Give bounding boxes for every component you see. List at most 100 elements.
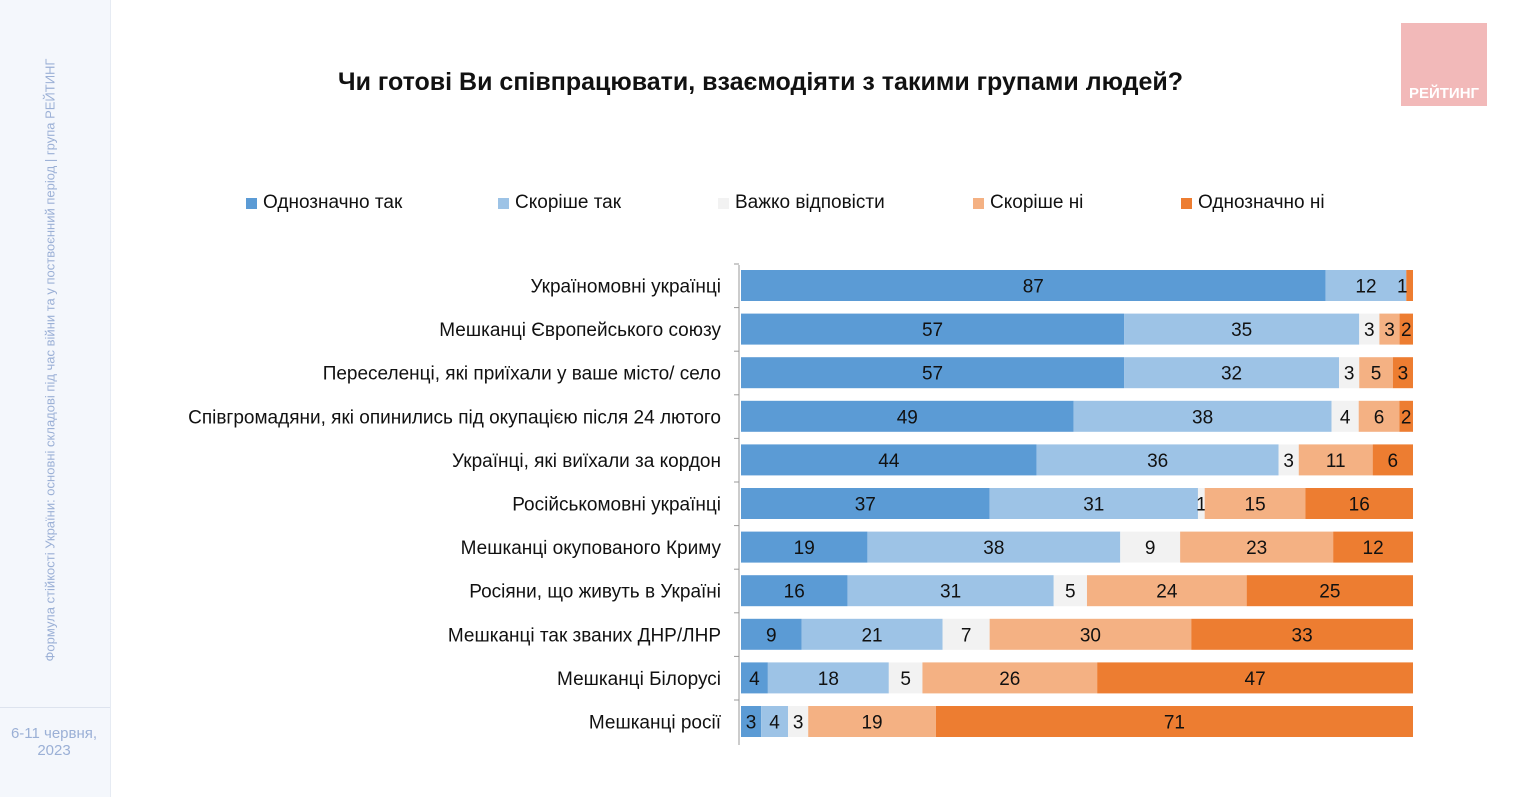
- bar-segment: [1278, 444, 1299, 476]
- data-label: 38: [983, 538, 1004, 559]
- bar-segment: [1124, 357, 1340, 389]
- category-label: Мешканці Білорусі: [557, 669, 721, 690]
- category-label: Мешканці так званих ДНР/ЛНР: [448, 625, 721, 646]
- bar-segment: [741, 357, 1125, 389]
- data-label: 6: [1374, 407, 1385, 428]
- data-label: 57: [922, 320, 943, 341]
- data-label: 5: [1065, 582, 1076, 603]
- data-label: 1: [1397, 277, 1408, 298]
- data-label: 9: [766, 625, 777, 646]
- data-label: 6: [1388, 451, 1399, 472]
- data-label: 57: [922, 364, 943, 385]
- data-label: 47: [1245, 669, 1266, 690]
- data-label: 15: [1245, 495, 1266, 516]
- data-label: 4: [749, 669, 760, 690]
- bar-segment: [1036, 444, 1279, 476]
- bar-segment: [1325, 270, 1407, 301]
- bar-segment: [741, 488, 990, 519]
- bar-segment: [1358, 400, 1400, 432]
- data-label: 24: [1156, 582, 1178, 603]
- bar-segment: [808, 706, 936, 737]
- logo: РЕЙТИНГ: [1401, 23, 1487, 106]
- survey-date: 6-11 червня, 2023: [10, 725, 98, 759]
- data-label: 36: [1147, 451, 1168, 472]
- sidebar: Формула стійкості України: основні склад…: [0, 0, 111, 797]
- legend-label: Однозначно так: [263, 192, 403, 213]
- legend-item: Скоріше так: [498, 192, 621, 214]
- data-label: 19: [861, 713, 882, 734]
- legend-label: Важко відповісти: [735, 192, 885, 213]
- legend-item: Важко відповісти: [718, 192, 885, 214]
- bar-segment: [1097, 662, 1413, 694]
- data-label: 1: [1196, 495, 1207, 516]
- bar-segment: [1298, 444, 1373, 476]
- data-label: 71: [1164, 713, 1185, 734]
- data-label: 4: [1340, 407, 1351, 428]
- bar-segment: [989, 618, 1192, 650]
- data-label: 35: [1231, 320, 1252, 341]
- bar-segment: [1379, 313, 1400, 345]
- bar-segment: [741, 618, 802, 650]
- data-label: 5: [1371, 364, 1382, 385]
- bar-segment: [1331, 400, 1359, 432]
- data-label: 18: [818, 669, 839, 690]
- data-label: 33: [1292, 625, 1313, 646]
- bar-segment: [1333, 531, 1413, 563]
- data-label: 16: [784, 582, 805, 603]
- bar-segment: [741, 531, 868, 563]
- bar-segment: [741, 444, 1037, 476]
- bar-segment: [1406, 270, 1413, 301]
- bar-segment: [847, 575, 1054, 607]
- bar-segment: [741, 575, 848, 607]
- data-label: 26: [999, 669, 1020, 690]
- data-label: 23: [1246, 538, 1267, 559]
- bar-segment: [767, 662, 889, 694]
- legend-item: Скоріше ні: [973, 192, 1083, 214]
- bar-segment: [1124, 313, 1360, 345]
- data-label: 31: [940, 582, 961, 603]
- bar-segment: [1392, 357, 1413, 389]
- data-label: 30: [1080, 625, 1101, 646]
- category-label: Росіяни, що живуть в Україні: [469, 582, 721, 603]
- bar-segment: [1359, 313, 1380, 345]
- data-label: 19: [794, 538, 815, 559]
- data-label: 21: [861, 625, 882, 646]
- category-label: Мешканці Європейського союзу: [439, 320, 721, 341]
- divider: [0, 707, 110, 708]
- bar-segment: [1359, 357, 1393, 389]
- bar-segment: [989, 488, 1198, 519]
- data-label: 12: [1363, 538, 1384, 559]
- data-label: 38: [1192, 407, 1213, 428]
- bar-segment: [942, 618, 990, 650]
- legend-label: Скоріше так: [515, 192, 622, 213]
- bar-segment: [1339, 357, 1360, 389]
- legend-label: Однозначно ні: [1198, 192, 1325, 213]
- data-label: 3: [1344, 364, 1355, 385]
- bar-segment: [1180, 531, 1334, 563]
- data-label: 25: [1319, 582, 1340, 603]
- bar-segment: [741, 400, 1074, 432]
- bar-segment: [922, 662, 1098, 694]
- category-label: Російськомовні українці: [512, 495, 721, 516]
- legend-swatch: [246, 197, 257, 209]
- category-label: Українці, які виїхали за кордон: [452, 451, 721, 472]
- data-label: 3: [1364, 320, 1375, 341]
- bar-segment: [1086, 575, 1247, 607]
- legend-swatch: [718, 197, 729, 209]
- data-label: 16: [1349, 495, 1370, 516]
- chart-title: Чи готові Ви співпрацювати, взаємодіяти …: [338, 68, 1184, 96]
- category-label: Переселенці, які приїхали у ваше місто/ …: [323, 364, 721, 385]
- category-label: Співгромадяни, які опинились під окупаці…: [188, 407, 721, 428]
- bar-segment: [1204, 488, 1306, 519]
- data-label: 32: [1221, 364, 1242, 385]
- data-label: 37: [855, 495, 876, 516]
- data-label: 44: [878, 451, 900, 472]
- bar-segment: [1399, 400, 1413, 432]
- data-label: 2: [1401, 407, 1412, 428]
- bar-segment: [888, 662, 923, 694]
- bar-segment: [741, 270, 1326, 301]
- legend-label: Скоріше ні: [990, 192, 1084, 213]
- data-label: 3: [1384, 320, 1395, 341]
- data-label: 3: [746, 713, 757, 734]
